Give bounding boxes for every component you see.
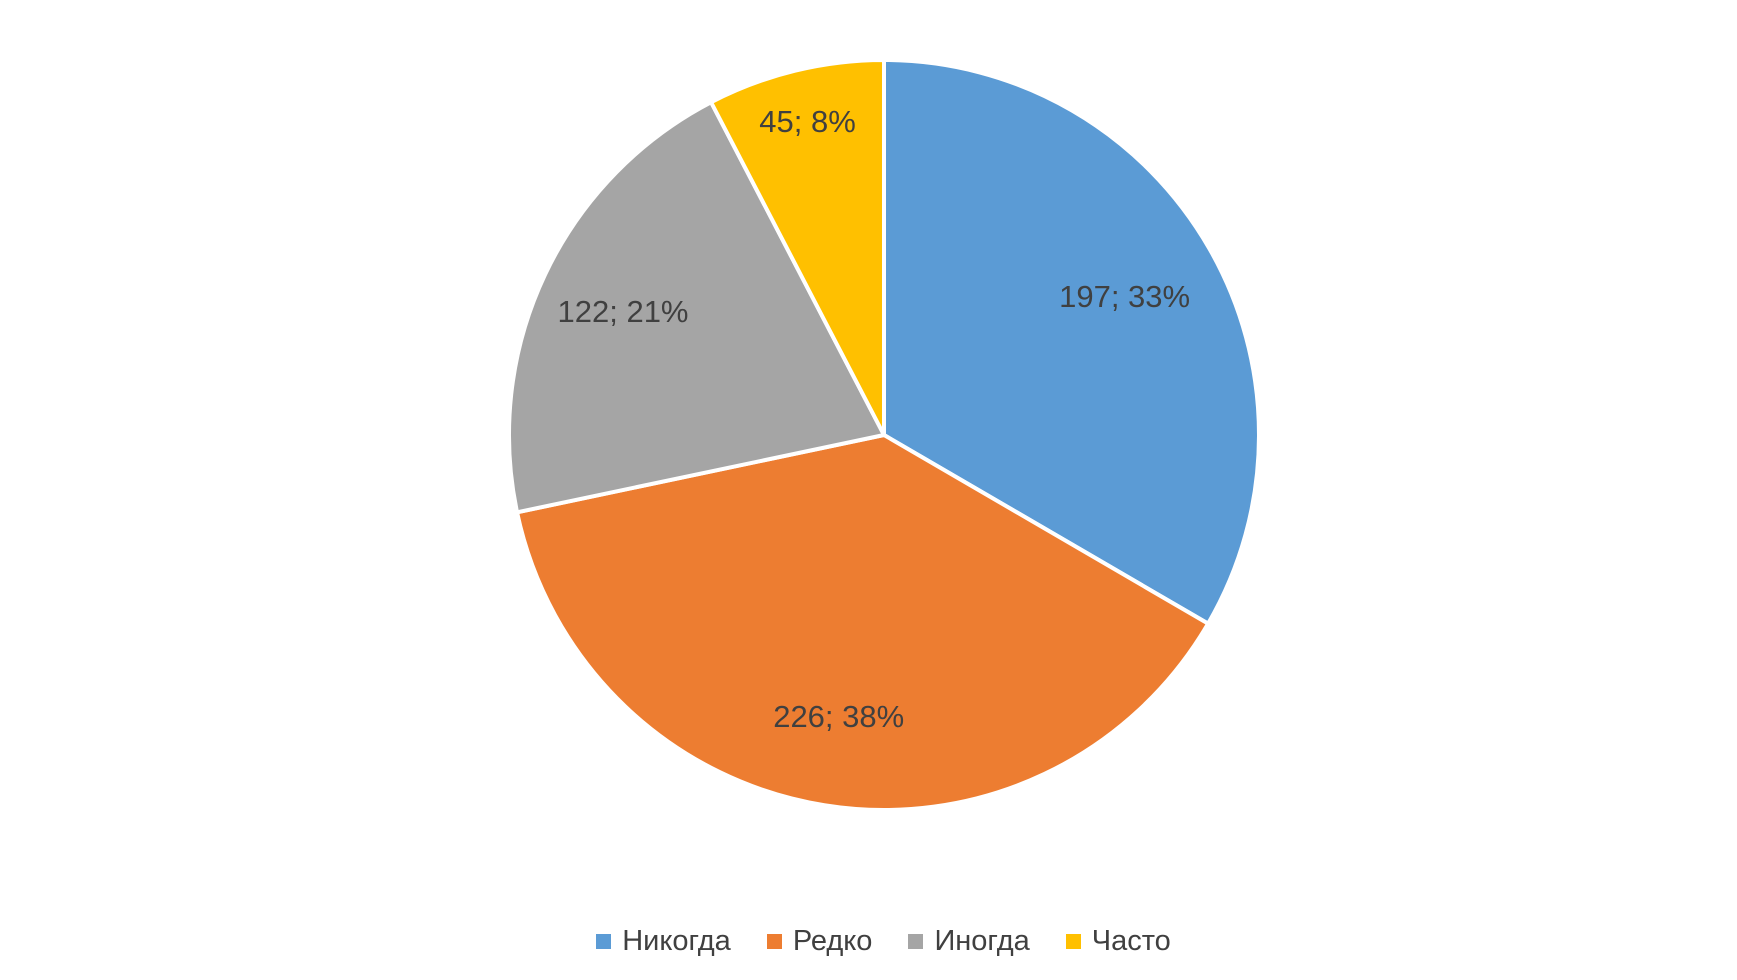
pie-slice-label-3: 45; 8%	[759, 104, 856, 139]
pie-slice-label-2: 122; 21%	[558, 294, 689, 329]
pie-slice-2	[507, 100, 886, 515]
chart-legend: Никогда Редко Иногда Часто	[0, 925, 1737, 958]
legend-item-1: Редко	[766, 925, 873, 958]
legend-label: Часто	[1091, 925, 1171, 957]
legend-swatch-icon	[908, 934, 924, 950]
pie-slice-1	[515, 433, 1211, 812]
legend-item-3: Часто	[1065, 925, 1171, 958]
legend-swatch-icon	[596, 934, 612, 950]
legend-label: Редко	[792, 925, 873, 957]
legend-label: Иногда	[934, 925, 1030, 957]
pie-slice-3	[709, 58, 886, 437]
pie-slice-0	[882, 58, 1261, 626]
legend-item-2: Иногда	[908, 925, 1030, 958]
legend-label: Никогда	[622, 925, 731, 957]
legend-swatch-icon	[766, 934, 782, 950]
pie-slice-label-1: 226; 38%	[773, 699, 904, 734]
pie-chart: 197; 33% 226; 38% 122; 21% 45; 8%	[507, 58, 1261, 812]
legend-swatch-icon	[1065, 934, 1081, 950]
pie-slice-label-0: 197; 33%	[1059, 279, 1190, 314]
legend-item-0: Никогда	[596, 925, 731, 958]
